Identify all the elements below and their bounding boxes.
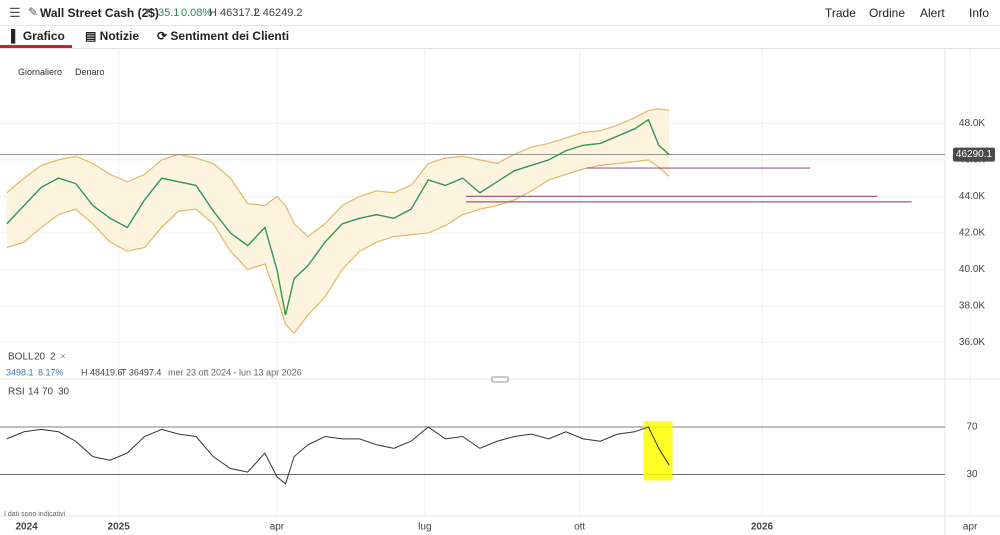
menu-icon[interactable]: ☰: [9, 5, 21, 20]
bollinger-band-fill: [6, 108, 670, 334]
indicator-param: 20: [34, 352, 46, 363]
indicator-remove: ×: [60, 352, 66, 363]
y-tick-label: 42.0K: [959, 228, 985, 239]
indicator-param: 70: [42, 387, 54, 398]
x-tick-label: apr: [270, 522, 285, 533]
rsi-line: [6, 426, 670, 485]
indicator-param: 14: [28, 387, 40, 398]
edit-icon[interactable]: ✎: [28, 5, 39, 19]
tab[interactable]: ▌ Grafico: [11, 29, 65, 43]
y-tick-label: 36.0K: [959, 337, 985, 348]
y-tick-label: 44.0K: [959, 191, 985, 202]
price-line: [6, 118, 670, 316]
stat: T 36497.4: [121, 367, 161, 377]
dropdown-icon[interactable]: ▼: [143, 6, 152, 16]
tab[interactable]: ⟳ Sentiment dei Clienti: [157, 29, 290, 43]
stat: 8.17%: [38, 367, 64, 377]
indicator-param: 2: [50, 352, 56, 363]
x-tick-label: 2025: [108, 522, 131, 533]
x-tick-label: lug: [418, 522, 431, 533]
chart: 2024 2025 apr lug ott 2026 apr 36.0K 38.0K 40.0K 4…: [0, 48, 1000, 535]
y-tick-label: 48.0K: [959, 118, 985, 129]
highlight-box: [643, 421, 673, 481]
price-type[interactable]: Denaro: [75, 67, 105, 77]
y-tick-label: 40.0K: [959, 264, 985, 275]
indicator-name: RSI: [8, 387, 25, 398]
x-tick-label: 2026: [751, 522, 774, 533]
low: L 46249.2: [254, 7, 303, 19]
rsi-tick-label: 30: [966, 469, 978, 480]
resize-handle: [491, 376, 509, 383]
x-tick-label: apr: [963, 522, 978, 533]
y-tick-label: 38.0K: [959, 301, 985, 312]
tab-bar: ▌ Grafico ▤ Notizie ⟳ Sentiment dei Clie…: [0, 26, 1000, 49]
x-tick-label: ott: [574, 522, 585, 533]
stat: H 48419.6: [81, 367, 123, 377]
last-price-label: 46290.1: [956, 149, 993, 160]
bollinger-lower: [6, 159, 670, 335]
tab-label: Sentiment dei Clienti: [170, 29, 290, 43]
last-price-box: [953, 147, 995, 162]
stat: 3498.1: [6, 367, 34, 377]
high: H 46317.2: [209, 7, 260, 19]
tab-label: Notizie: [99, 29, 140, 43]
top-bar: ☰ ✎ Wall Street Cash (2$) ▼ 35.1 0.08% H…: [0, 0, 1000, 26]
menu-item[interactable]: Alert: [920, 6, 945, 20]
tab-label: Grafico: [22, 29, 65, 43]
instrument-name[interactable]: Wall Street Cash (2$): [40, 6, 159, 20]
disclaimer: I dati sono indicativi: [4, 511, 66, 518]
menu-item[interactable]: Ordine: [869, 6, 906, 20]
bollinger-upper: [6, 108, 670, 238]
active-tab-indicator: [0, 45, 72, 48]
menu-item[interactable]: Trade: [825, 6, 856, 20]
indicator-param: 30: [58, 387, 70, 398]
change: 35.1: [158, 7, 180, 19]
tab[interactable]: ▤ Notizie: [85, 29, 140, 43]
change-pct: 0.08%: [181, 7, 213, 19]
menu-item[interactable]: Info: [969, 6, 990, 20]
rsi-tick-label: 70: [966, 422, 978, 433]
timeframe[interactable]: Giornaliero: [18, 67, 63, 77]
indicator-name: BOLL: [8, 352, 34, 363]
stat: mer 23 ott 2024 - lun 13 apr 2026: [168, 367, 302, 377]
x-tick-label: 2024: [15, 522, 38, 533]
